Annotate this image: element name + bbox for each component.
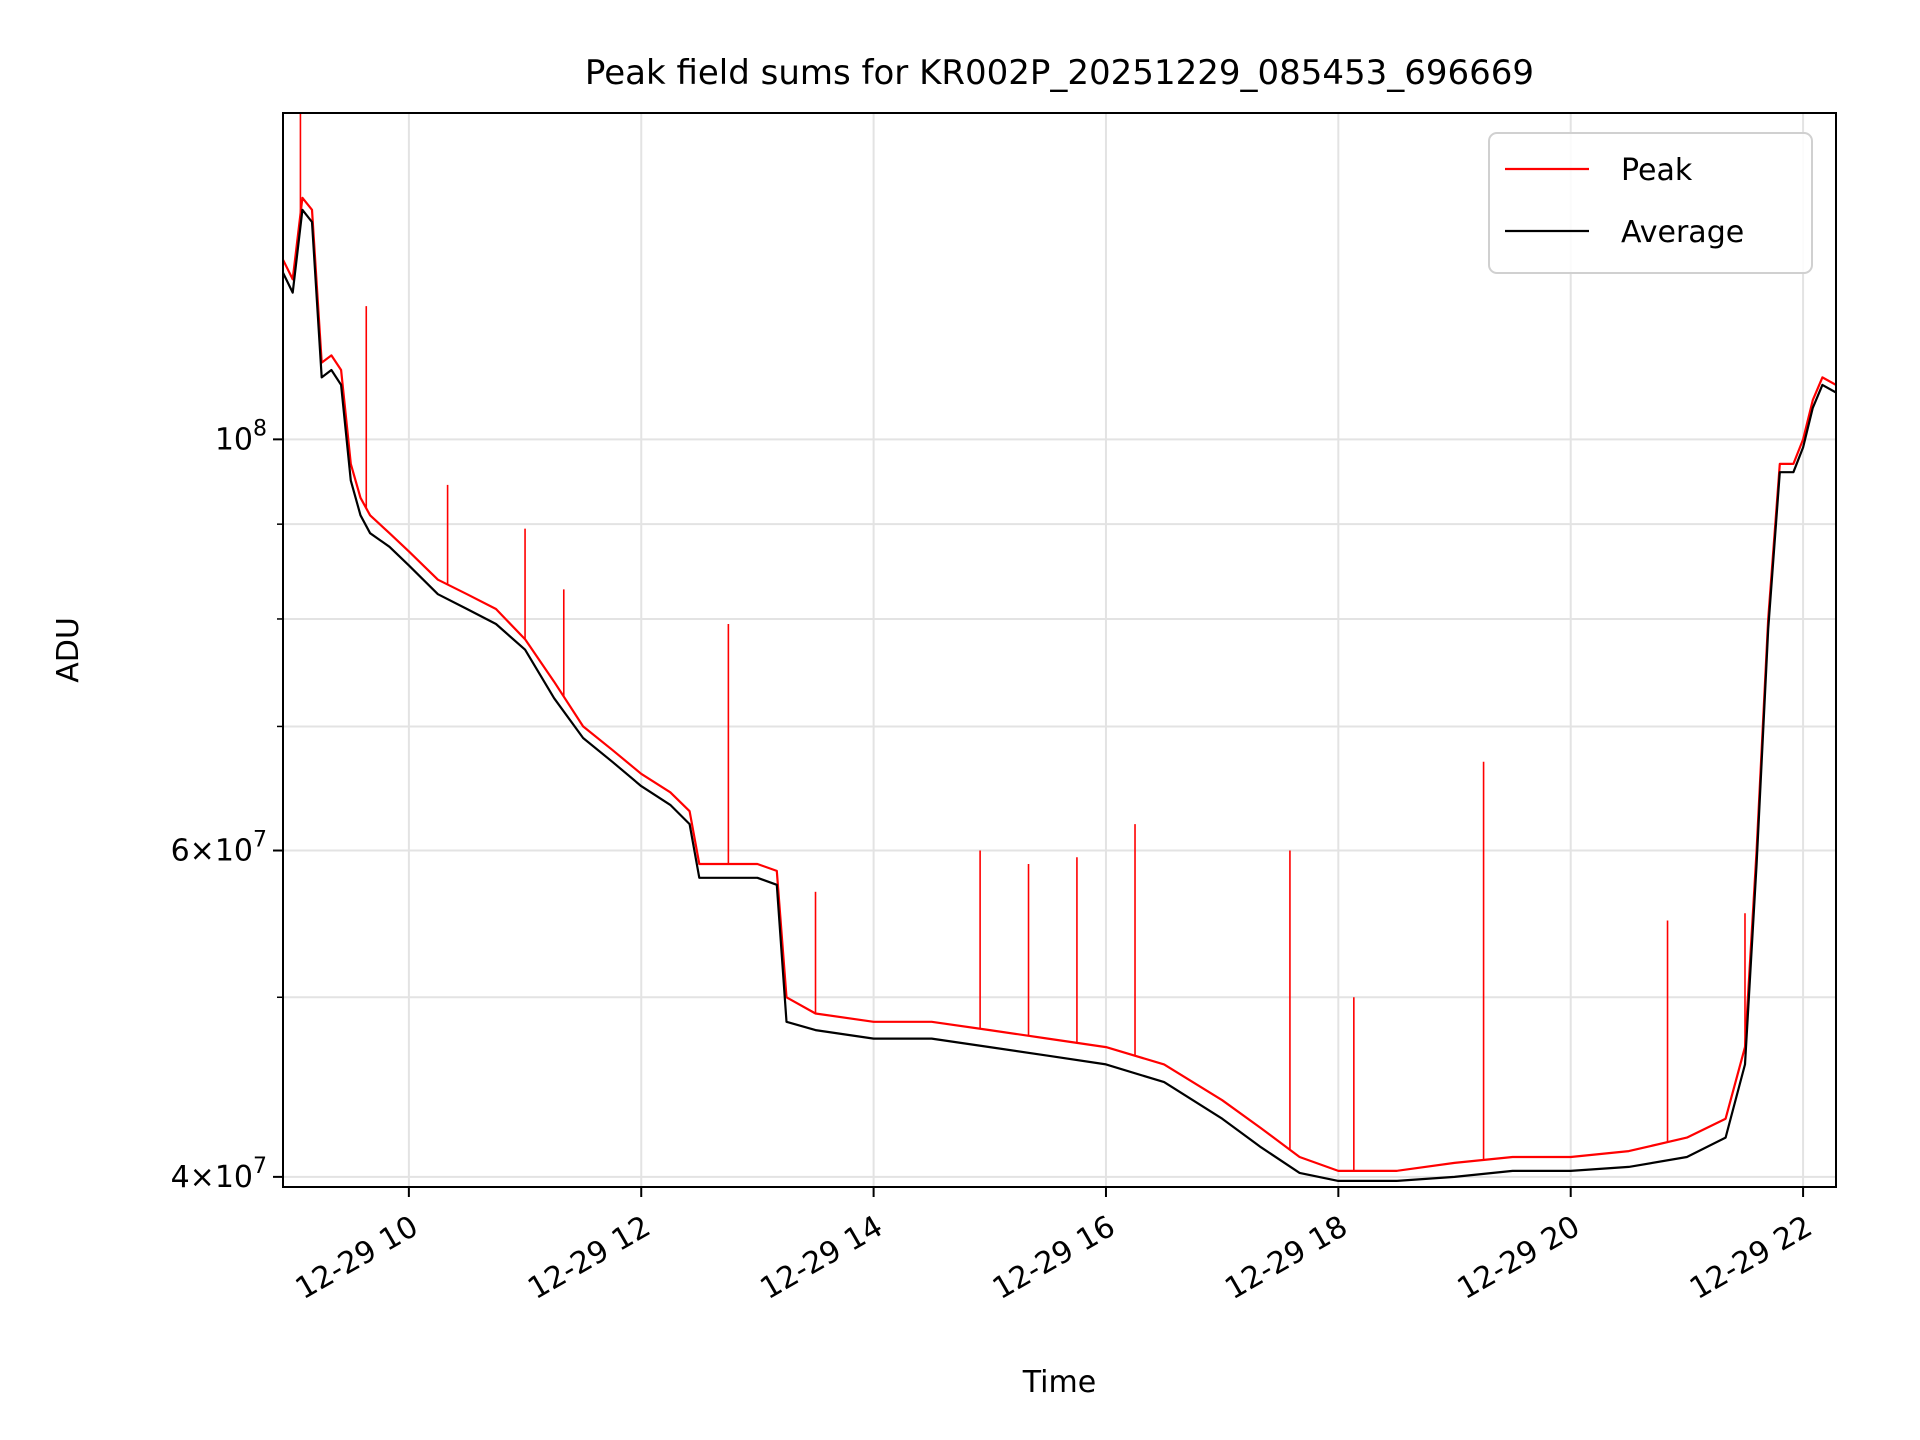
series-layer	[283, 113, 1836, 1183]
plot-frame	[282, 112, 1837, 1188]
y-tick-label: 108	[215, 416, 267, 457]
chart-title: Peak field sums for KR002P_20251229_0854…	[585, 53, 1534, 93]
grid	[283, 113, 1836, 1187]
series-peak	[283, 113, 1836, 1173]
legend-label-average: Average	[1621, 215, 1744, 250]
x-axis-label: Time	[1022, 1365, 1096, 1400]
series-average	[283, 208, 1836, 1183]
y-tick-label: 6×107	[171, 828, 267, 869]
y-axis-label: ADU	[51, 617, 86, 683]
series-line-average	[283, 208, 1836, 1183]
legend-label-peak: Peak	[1621, 153, 1693, 188]
series-line-peak	[283, 196, 1836, 1173]
y-tick-label: 4×107	[171, 1154, 267, 1195]
legend: Peak Average	[1488, 132, 1813, 274]
y-axis: 4×107 6×107 108	[171, 416, 283, 1195]
